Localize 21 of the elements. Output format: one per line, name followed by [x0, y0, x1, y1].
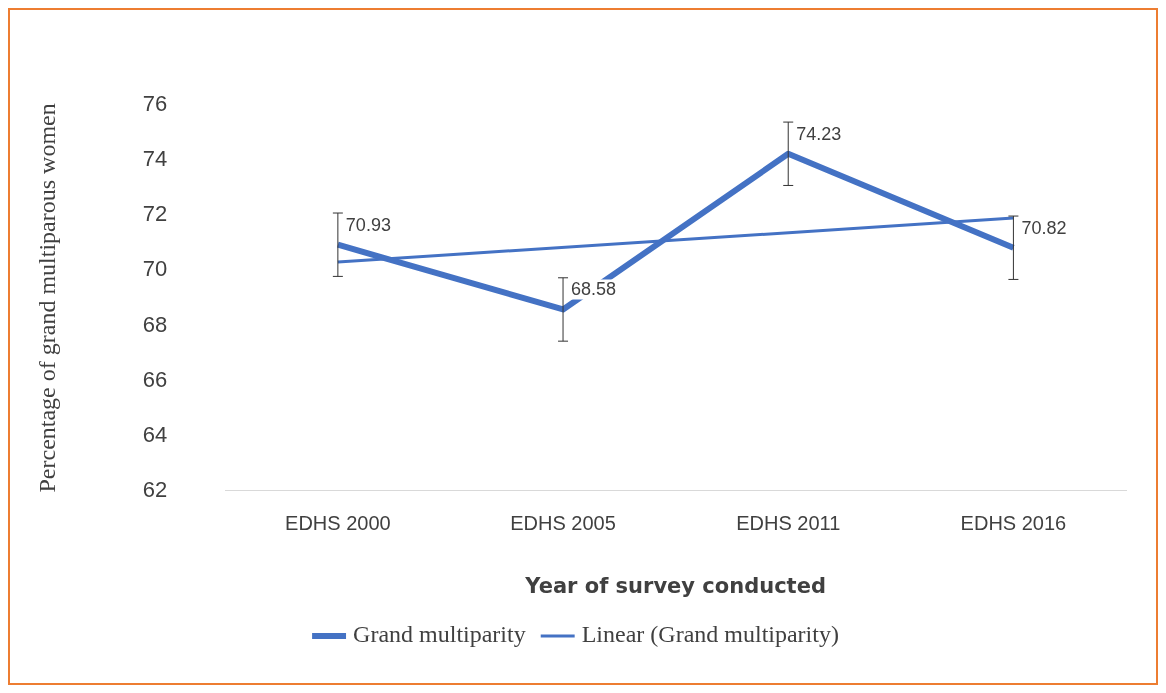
y-tick-label: 64	[142, 421, 168, 447]
data-label: 70.93	[345, 214, 391, 235]
legend-label: Linear (Grand multiparity)	[581, 621, 839, 648]
frame: Year of survey conducted Percentage of grand multiparous women Grand multiparity Linear (Grand multiparity) EDHS 2000 EDHS 2005 EDHS 2011 EDHS 2016 62 64 66 68 70 72 74 76 70.93 68.58 74.23 70.82	[8, 8, 1158, 685]
y-tick-label: 70	[142, 256, 168, 282]
y-tick-label: 66	[142, 366, 168, 392]
y-tick-label: 74	[142, 146, 168, 172]
y-tick-label: 76	[142, 91, 168, 117]
x-tick-label: EDHS 2000	[285, 512, 391, 535]
y-tick-label: 72	[142, 201, 168, 227]
x-tick-label: EDHS 2016	[960, 512, 1067, 535]
y-tick-label: 62	[142, 476, 168, 502]
data-label: 74.23	[796, 123, 842, 144]
x-tick-label: EDHS 2011	[736, 512, 841, 535]
x-tick-label: EDHS 2005	[510, 512, 616, 535]
x-axis-title: Year of survey conducted	[524, 573, 826, 598]
legend-label: Grand multiparity	[353, 621, 526, 648]
y-tick-label: 68	[142, 311, 168, 337]
data-label: 70.82	[1021, 217, 1067, 238]
y-axis-title: Percentage of grand multiparous women	[33, 103, 60, 493]
data-label: 68.58	[571, 279, 617, 300]
